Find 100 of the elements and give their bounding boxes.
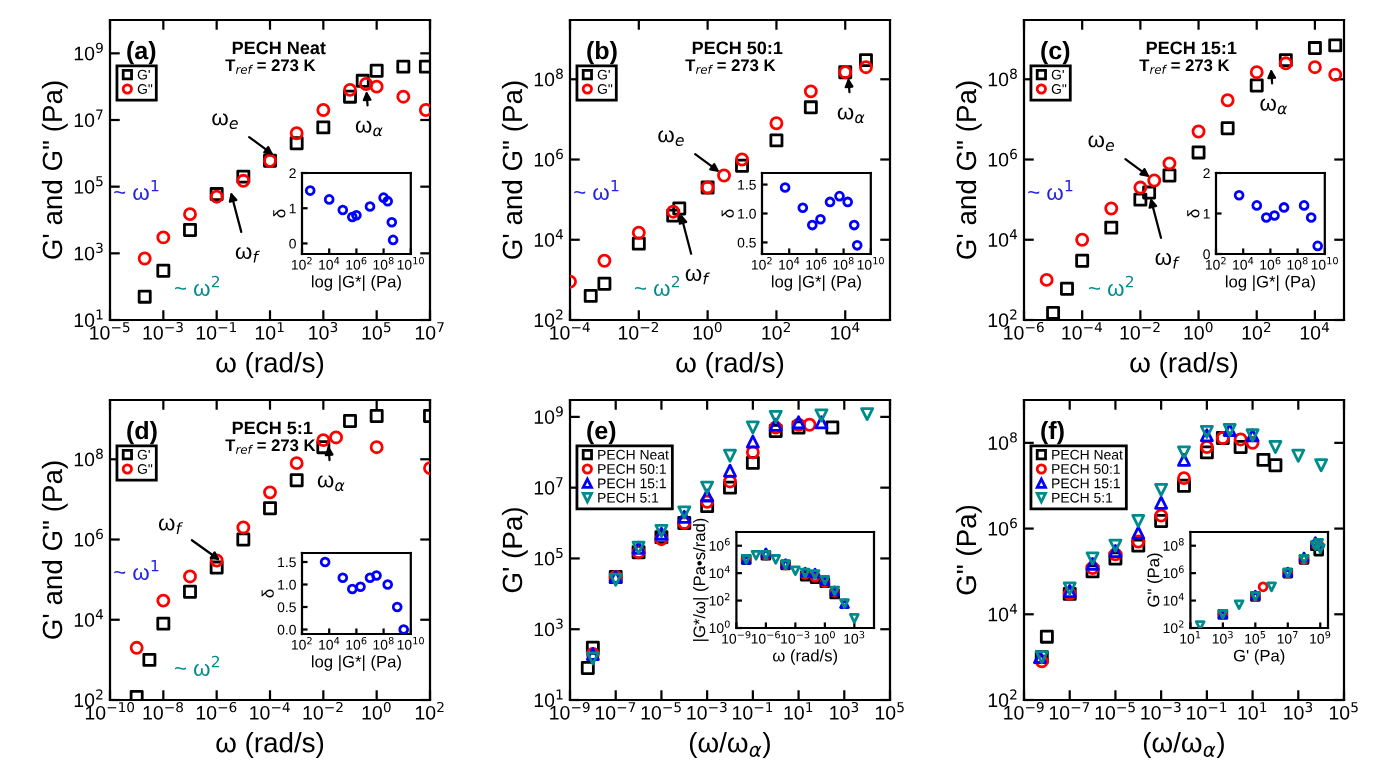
- y-axis-title: G' (Pa): [501, 508, 528, 593]
- x-tick-label: 10$^{−1}$: [733, 702, 773, 720]
- y-tick-label: 10$^{2}$: [988, 309, 1017, 328]
- y-axis-title: G' and G" (Pa): [41, 461, 68, 639]
- y-tick-label: 10$^{1}$: [534, 689, 563, 708]
- text: (b): [587, 41, 617, 65]
- y-tick-label: 10$^{8}$: [988, 432, 1017, 450]
- y-axis-title: G' and G" (Pa): [501, 81, 528, 259]
- text: PECH 15:1: [1146, 41, 1237, 55]
- y-tick-label: 10$^{2}$: [988, 689, 1017, 708]
- annotation: T$_{ref}$ = 273 K: [225, 439, 316, 454]
- x-tick-label: 10$^{−7}$: [595, 702, 636, 720]
- y-tick-label: 10$^{4}$: [988, 229, 1018, 247]
- annotation: ~ ω$^{2}$: [175, 275, 220, 297]
- y-tick-label: 10$^{6}$: [988, 148, 1017, 167]
- y-tick-label: 10$^{6}$: [74, 528, 103, 547]
- annotation: ω$_{e}$: [1088, 135, 1115, 151]
- x-tick-label: 10$^{0}$: [362, 701, 391, 720]
- x-tick-label: 10$^{1}$: [784, 702, 813, 720]
- x-tick-label: 10$^{3}$: [830, 701, 859, 720]
- y-axis-title: δ: [1187, 209, 1200, 218]
- x-axis-title: ω (rad/s): [1130, 352, 1238, 378]
- y-axis-title: G" (Pa): [955, 505, 982, 595]
- text: (f): [1041, 421, 1064, 445]
- x-axis-title: log |G*| (Pa): [771, 275, 861, 291]
- y-tick-label: 10$^{5}$: [74, 176, 103, 194]
- text: PECH 50:1: [692, 41, 783, 55]
- y-tick-label: 10$^{2}$: [534, 309, 563, 328]
- y-tick-label: 10$^{9}$: [534, 406, 563, 424]
- annotation: ~ ω$^{1}$: [114, 180, 159, 201]
- x-tick-label: 10$^{−3}$: [687, 701, 727, 720]
- x-tick-label: 10$^{−1}$: [1187, 702, 1227, 720]
- x-tick-label: 10$^{4}$: [831, 322, 860, 340]
- x-tick-label: 10$^{−4}$: [1062, 322, 1103, 340]
- annotation: ω$_{e}$: [212, 113, 238, 129]
- annotation: T$_{ref}$ = 273 K: [685, 59, 776, 74]
- text: (a): [127, 41, 156, 65]
- x-tick-label: 10$^{−5}$: [1095, 702, 1135, 720]
- y-axis-title: δ: [273, 209, 286, 218]
- x-axis-title: ω (rad/s): [216, 732, 324, 758]
- x-axis-title: ω (rad/s): [772, 649, 838, 665]
- y-tick-label: 10$^{8}$: [988, 68, 1017, 87]
- annotation: ω$_{f}$: [158, 518, 184, 534]
- annotation: ω$_{f}$: [1155, 252, 1180, 269]
- y-axis-title: |G*/ω| (Pa•s/rad): [693, 518, 709, 641]
- annotation: ω$_{f}$: [685, 268, 710, 285]
- x-tick-label: 10$^{−6}$: [196, 701, 237, 720]
- y-axis-title: δ: [261, 589, 274, 598]
- x-tick-label: 10$^{7}$: [415, 322, 444, 340]
- y-tick-label: 10$^{4}$: [534, 229, 564, 247]
- x-tick-label: 10$^{1}$: [1238, 702, 1267, 720]
- annotation: ω$_{e}$: [658, 130, 684, 146]
- x-axis-title: ω (rad/s): [216, 352, 324, 378]
- x-axis-title: G' (Pa): [1233, 649, 1285, 665]
- x-axis-title: log |G*| (Pa): [311, 275, 401, 291]
- annotation: ~ ω$^{1}$: [114, 560, 159, 581]
- x-tick-label: 10$^{−4}$: [550, 322, 590, 340]
- annotation: ~ ω$^{2}$: [635, 275, 680, 297]
- y-tick-label: 10$^{4}$: [74, 609, 104, 627]
- x-tick-label: 10$^{5}$: [362, 322, 391, 340]
- x-tick-label: 10$^{2}$: [762, 321, 790, 340]
- annotation: ω$_{α}$: [837, 107, 865, 124]
- text: (e): [587, 421, 616, 445]
- x-tick-label: 10$^{−2}$: [303, 701, 343, 720]
- x-axis-title: ω (rad/s): [676, 352, 784, 378]
- x-tick-label: 10$^{5}$: [1329, 702, 1358, 720]
- annotation: ~ ω$^{2}$: [1089, 275, 1134, 297]
- x-axis-title: log |G*| (Pa): [1225, 275, 1315, 291]
- x-tick-label: 10$^{−3}$: [1141, 701, 1181, 720]
- annotation: ω$_{α}$: [317, 475, 345, 492]
- x-tick-label: 10$^{−4}$: [250, 702, 290, 720]
- y-axis-title: G" (Pa): [1147, 553, 1163, 607]
- x-tick-label: 10$^{3}$: [309, 321, 338, 340]
- annotation: T$_{ref}$ = 273 K: [1139, 59, 1230, 74]
- x-tick-label: 10$^{−2}$: [619, 321, 659, 340]
- y-tick-label: 10$^{7}$: [74, 109, 103, 128]
- annotation: T$_{ref}$ = 273 K: [225, 59, 316, 74]
- text: (c): [1041, 41, 1070, 65]
- x-axis-title: (ω/ω$_{α}$): [1143, 732, 1224, 758]
- x-tick-label: 10$^{2}$: [415, 701, 444, 720]
- text: PECH 5:1: [232, 421, 313, 435]
- x-tick-label: 10$^{4}$: [1300, 322, 1330, 340]
- y-tick-label: 10$^{6}$: [988, 517, 1017, 536]
- y-tick-label: 10$^{1}$: [74, 309, 103, 328]
- annotation: ω$_{α}$: [1260, 98, 1288, 115]
- y-axis-title: δ: [721, 209, 734, 218]
- x-tick-label: 10$^{1}$: [255, 322, 284, 340]
- x-tick-label: 10$^{−3}$: [143, 321, 183, 340]
- y-tick-label: 10$^{4}$: [988, 603, 1018, 622]
- x-tick-label: 10$^{−5}$: [90, 322, 130, 340]
- x-axis-title: log |G*| (Pa): [311, 655, 401, 671]
- x-tick-label: 10$^{−2}$: [1120, 321, 1160, 340]
- x-tick-label: 10$^{−1}$: [196, 322, 236, 340]
- text: PECH Neat: [232, 41, 326, 55]
- x-tick-label: 10$^{2}$: [1242, 321, 1271, 340]
- annotation: ω$_{α}$: [355, 120, 383, 137]
- x-tick-label: 10$^{5}$: [875, 702, 904, 720]
- y-tick-label: 10$^{5}$: [534, 547, 563, 566]
- x-tick-label: 10$^{−7}$: [1049, 702, 1090, 720]
- text: (d): [127, 421, 157, 445]
